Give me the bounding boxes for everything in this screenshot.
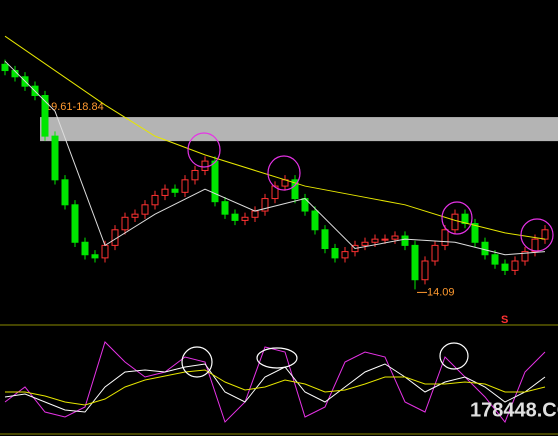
- candle-body: [121, 216, 129, 231]
- price-band: [40, 117, 558, 142]
- candle-body: [61, 179, 69, 206]
- candle-body: [431, 244, 439, 262]
- circle: [439, 342, 469, 370]
- candle-body: [271, 185, 279, 200]
- candle-body: [481, 241, 489, 256]
- circle: [520, 218, 554, 252]
- candle-body: [201, 160, 209, 171]
- candle-body: [161, 188, 169, 196]
- candle-body: [141, 204, 149, 215]
- candle-body: [101, 244, 109, 259]
- candle-body: [511, 260, 519, 271]
- candle-body: [211, 160, 219, 203]
- candle-body: [291, 179, 299, 200]
- candle-body: [381, 238, 389, 241]
- candle-body: [51, 135, 59, 181]
- candle-body: [81, 241, 89, 256]
- circle: [256, 347, 298, 369]
- candle-body: [391, 235, 399, 240]
- highlight-circles: [181, 132, 554, 378]
- candle-body: [321, 229, 329, 250]
- watermark: 178448.COM: [470, 399, 558, 421]
- band-label: 19.61-18.84: [45, 101, 104, 113]
- circle: [267, 155, 301, 191]
- candle-body: [261, 198, 269, 212]
- candle-body: [501, 263, 509, 271]
- candle-body: [231, 213, 239, 221]
- candle-body: [531, 238, 539, 253]
- candle-body: [491, 254, 499, 265]
- signal-label: S: [501, 314, 508, 326]
- candle-body: [71, 204, 79, 243]
- candle-body: [521, 251, 529, 262]
- candle-body: [411, 244, 419, 281]
- candle-body: [341, 251, 349, 259]
- indicator-line: [4, 341, 546, 423]
- candle-body: [371, 238, 379, 243]
- circle: [441, 201, 473, 235]
- candle-body: [441, 229, 449, 246]
- candle-body: [471, 223, 479, 243]
- candle-body: [451, 213, 459, 231]
- candle-body: [191, 169, 199, 181]
- candle-body: [331, 248, 339, 259]
- candle-body: [221, 201, 229, 215]
- circle: [187, 132, 221, 168]
- candle-body: [181, 179, 189, 193]
- candle-body: [1, 63, 9, 72]
- candle-body: [311, 210, 319, 231]
- indicator-line: [4, 363, 546, 413]
- candle-body: [461, 213, 469, 225]
- moving-average: [4, 60, 546, 256]
- candle-body: [361, 241, 369, 246]
- candle-body: [401, 235, 409, 246]
- indicator-line: [5, 369, 546, 406]
- candle-body: [131, 213, 139, 218]
- candle-body: [421, 260, 429, 281]
- candle-body: [241, 216, 249, 221]
- candle-body: [171, 188, 179, 193]
- candle-body: [91, 254, 99, 259]
- candle-body: [251, 210, 259, 218]
- circle: [181, 346, 213, 378]
- candle-body: [151, 194, 159, 206]
- low-label: 14.09: [427, 286, 455, 298]
- moving-average: [4, 35, 546, 240]
- candle-body: [41, 95, 49, 137]
- candle-body: [541, 229, 549, 240]
